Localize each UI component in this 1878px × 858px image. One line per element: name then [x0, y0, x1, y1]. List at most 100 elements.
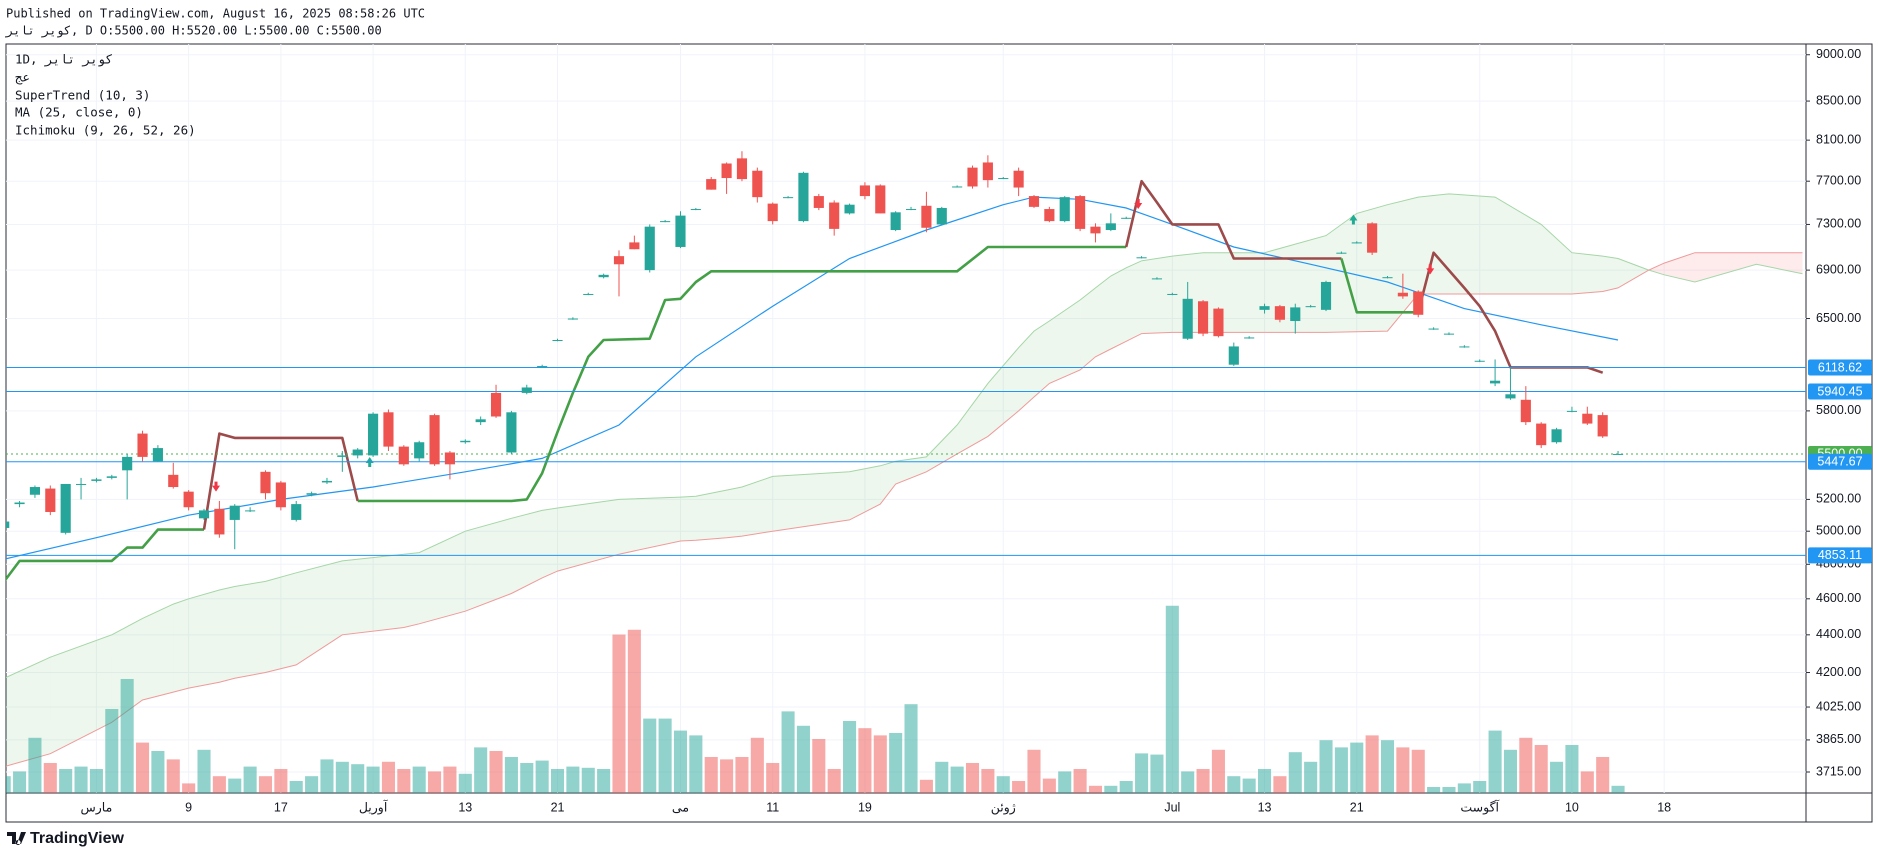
x-tick-label: 21 [551, 800, 565, 814]
volume-bar [151, 750, 165, 793]
cloud-fill [296, 560, 343, 665]
candle-body [383, 412, 394, 447]
candle-body [168, 474, 179, 488]
volume-bar [1534, 744, 1548, 793]
cloud-fill [987, 347, 1019, 437]
candle-body [706, 179, 717, 190]
candle-body [321, 480, 333, 483]
cloud-fill [1049, 300, 1081, 384]
candle-body [368, 413, 379, 456]
cloud-fill [6, 657, 51, 767]
candle-body [1151, 278, 1163, 280]
volume-bar [1565, 744, 1579, 793]
candle-body [214, 508, 225, 535]
candle-body [736, 158, 748, 180]
candle-body [967, 167, 978, 187]
volume-bar [612, 634, 626, 793]
x-tick-label: آوریل [359, 798, 389, 815]
x-tick-label: 21 [1350, 800, 1364, 814]
y-tick-label: 3865.00 [1816, 732, 1861, 746]
cloud-fill [1495, 197, 1542, 294]
volume-bar [981, 768, 995, 793]
signal-arrow [1134, 198, 1143, 209]
price-label: 4853.11 [1818, 548, 1862, 562]
candle-body [1197, 301, 1209, 334]
candle-body [1028, 196, 1040, 207]
volume-bar [1211, 749, 1225, 793]
volume-bar [1488, 730, 1502, 793]
cloud-fill [557, 499, 619, 572]
volume-bar [812, 738, 826, 793]
cloud-fill [695, 490, 727, 541]
candle-body [721, 163, 732, 179]
volume-bar [796, 725, 810, 793]
volume-bar [504, 756, 518, 793]
cloud-fill [234, 581, 266, 679]
chart-frame [5, 43, 1873, 823]
volume-bar [120, 678, 134, 793]
volume-bar [1334, 747, 1348, 793]
candle-body [982, 162, 993, 181]
cloud-fill [1571, 252, 1603, 294]
volume-bar [1012, 780, 1026, 793]
volume-bar [1473, 780, 1487, 793]
candle-body [952, 186, 963, 188]
candle-body [137, 433, 148, 457]
candle-body [752, 170, 763, 198]
candle-layer [6, 151, 1624, 550]
volume-bar [965, 762, 980, 793]
y-tick-label: 5000.00 [1816, 523, 1861, 537]
volume-bar [1150, 754, 1164, 793]
candle-body [675, 215, 686, 247]
cloud-fill [726, 487, 742, 538]
price-label: 6118.62 [1818, 360, 1862, 374]
volume-bar [289, 780, 303, 793]
volume-bar [320, 759, 334, 793]
volume-bar [366, 766, 380, 793]
cloud-fill [880, 461, 896, 505]
volume-bar [643, 718, 657, 793]
volume-bar [750, 737, 764, 793]
volume-bar [1411, 749, 1425, 793]
symbol-ohlc: کویر تایر, D O:5500.00 H:5520.00 L:5500.… [5, 24, 382, 39]
cloud-fill [1326, 213, 1357, 333]
candle-body [275, 482, 286, 508]
candle-body [813, 196, 824, 208]
cloud-fill [1356, 204, 1388, 332]
volume-bar [1135, 753, 1149, 793]
volume-bar [1104, 785, 1118, 793]
candle-body [1490, 380, 1501, 384]
candle-body [1013, 170, 1024, 188]
volume-bar [335, 761, 349, 793]
price-label-box [1808, 453, 1872, 470]
volume-bar [1442, 786, 1456, 793]
volume-bar [182, 783, 196, 793]
volume-bar [258, 776, 273, 793]
candle-body [1597, 415, 1608, 437]
volume-bar [428, 771, 442, 793]
cloud-fill [680, 496, 696, 541]
price-label: 5447.67 [1817, 454, 1862, 468]
candle-body [352, 449, 363, 456]
y-tick-label: 5800.00 [1816, 403, 1861, 417]
candle-body [1582, 413, 1593, 424]
y-tick-label: 9000.00 [1816, 47, 1861, 61]
volume-bar [950, 766, 964, 793]
cloud-fill [1203, 252, 1265, 333]
volume-bar [1365, 735, 1379, 793]
y-tick-label: 6500.00 [1816, 311, 1861, 325]
volume-bar [566, 766, 580, 793]
candle-body [1443, 333, 1455, 335]
ichimoku-span-a [6, 193, 1803, 679]
x-tick-label: مارس [81, 800, 113, 815]
price-label: 5940.45 [1817, 384, 1862, 398]
candle-body [660, 221, 671, 223]
candle-body [567, 318, 578, 320]
candle-body [444, 452, 456, 465]
candle-body [1382, 277, 1393, 279]
volume-bar [381, 761, 395, 793]
candle-body [1351, 242, 1362, 244]
volume-layer [6, 605, 1625, 793]
candle-body [45, 488, 56, 512]
candle-body [6, 521, 10, 528]
